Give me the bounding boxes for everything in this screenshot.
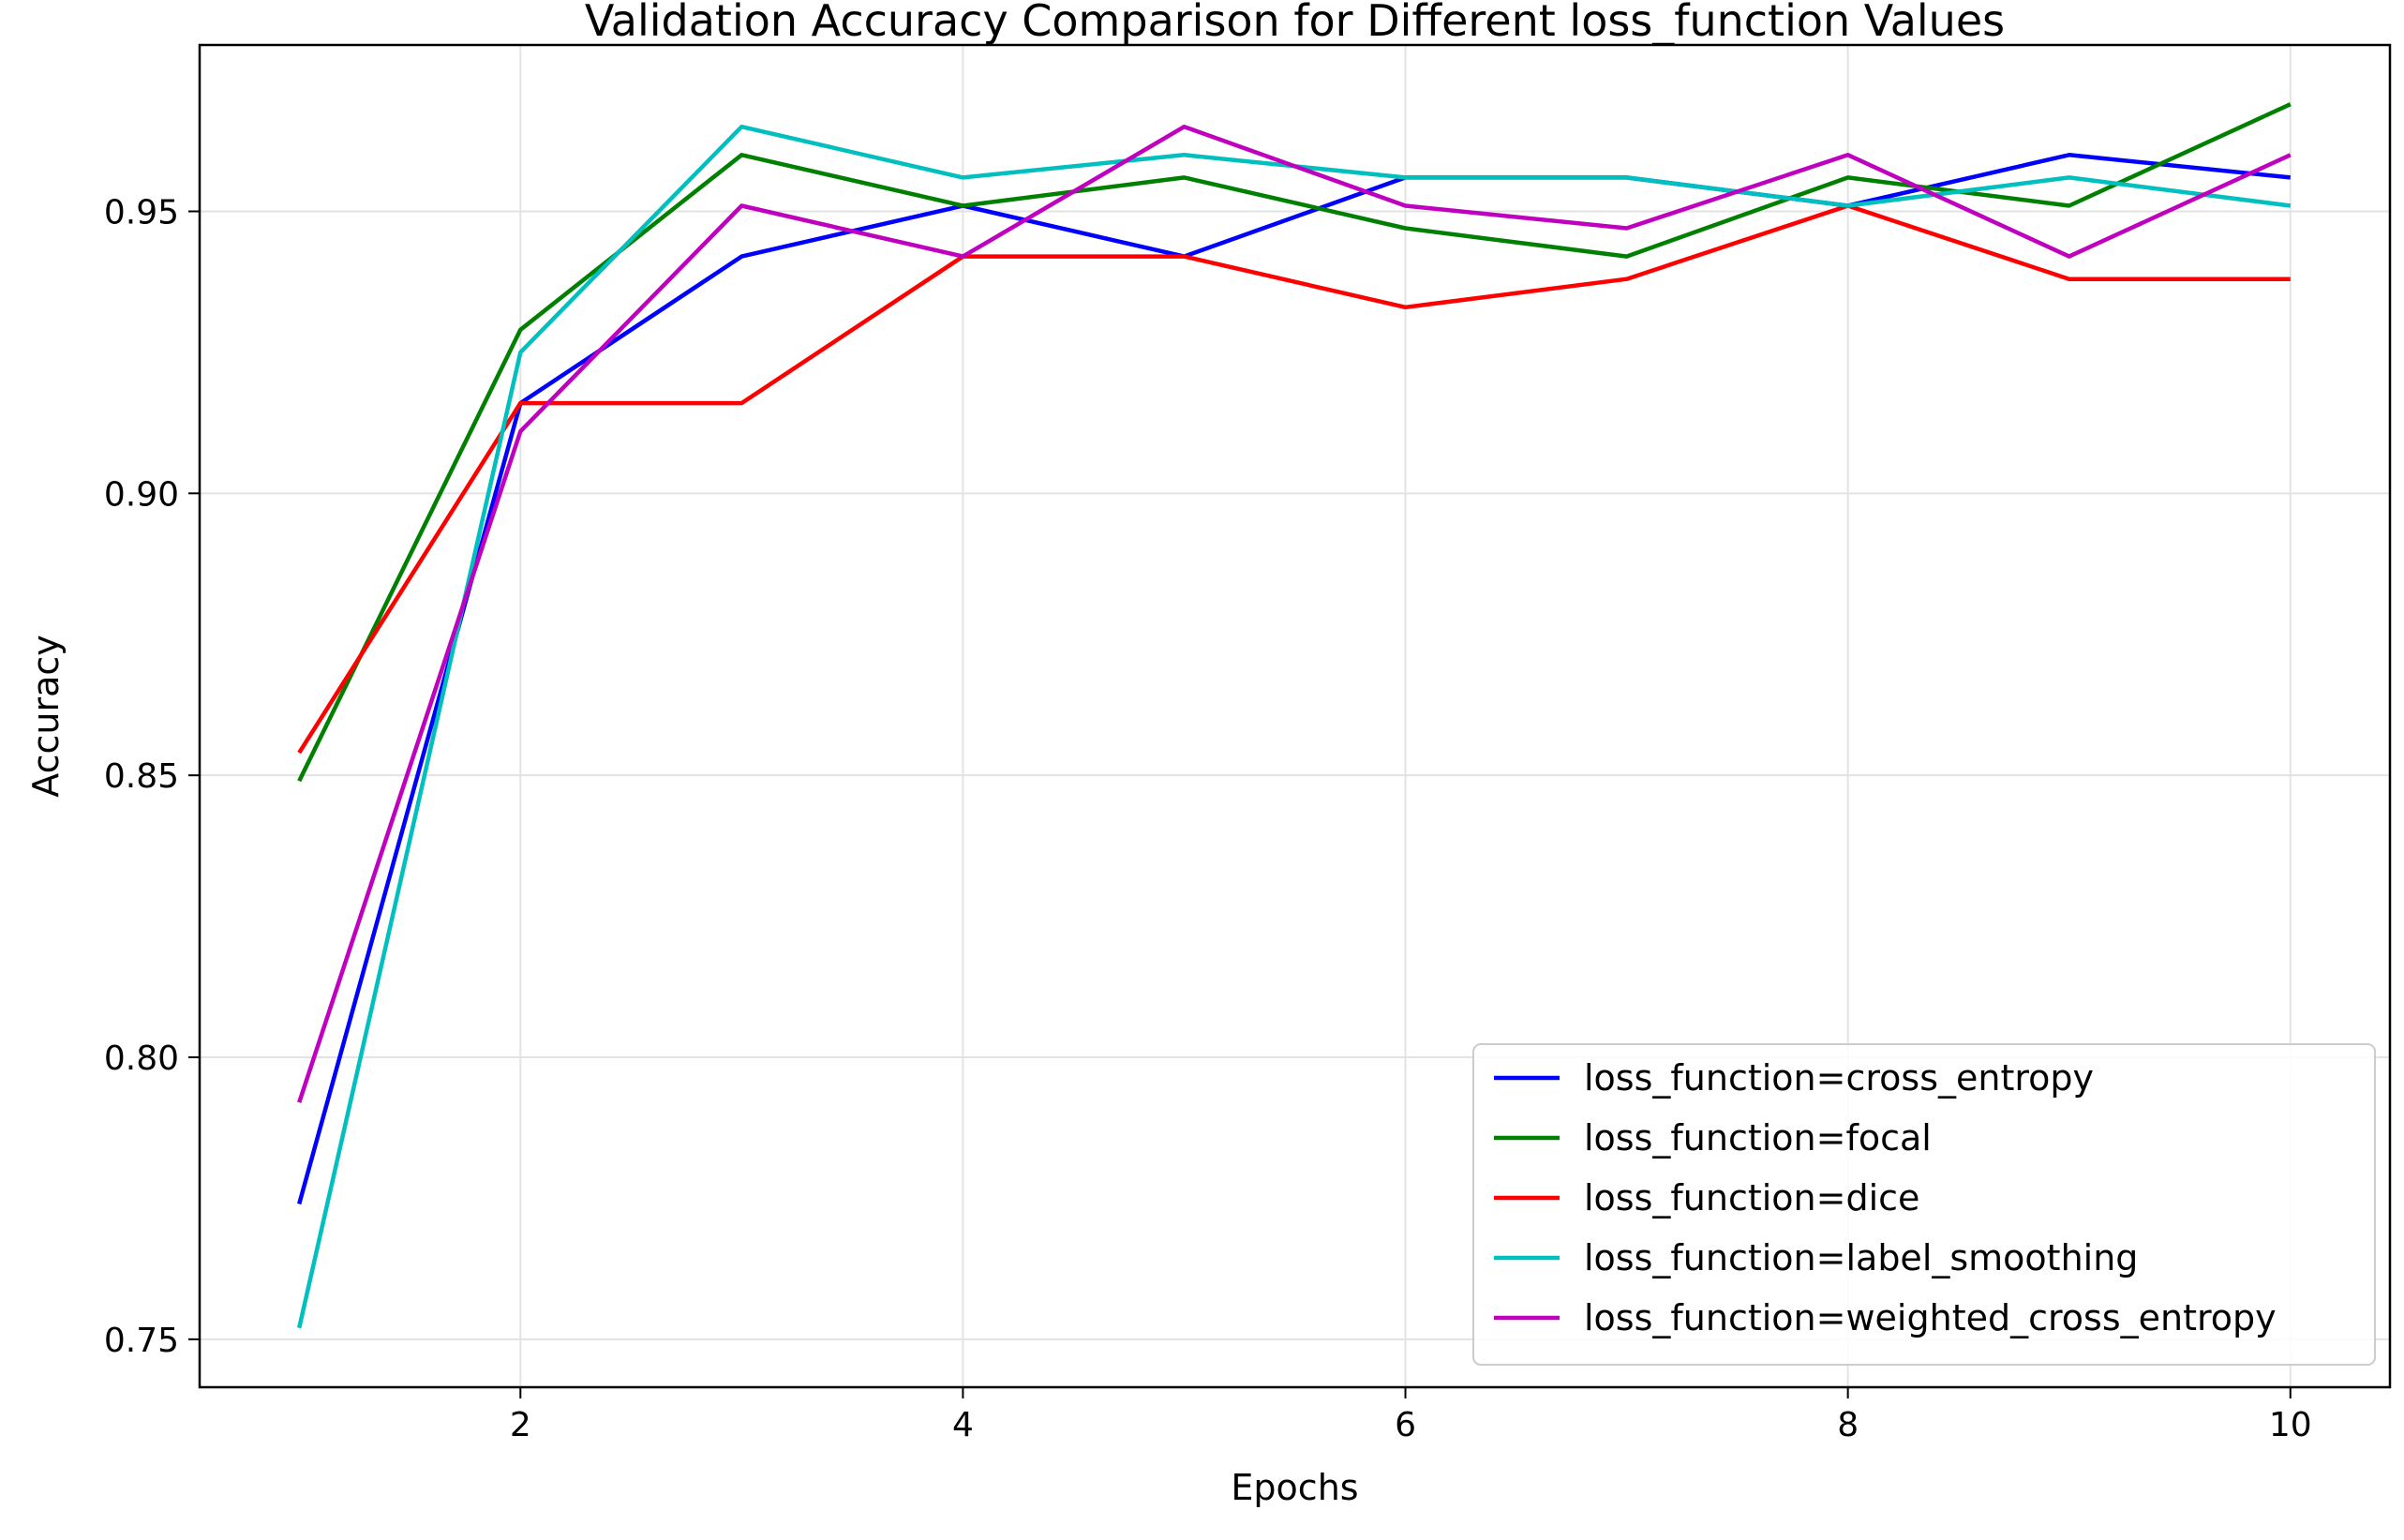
legend-label: loss_function=label_smoothing bbox=[1584, 1237, 2138, 1278]
y-tick-label: 0.80 bbox=[104, 1039, 179, 1078]
y-tick-label: 0.95 bbox=[104, 193, 179, 232]
x-tick-label: 10 bbox=[2269, 1406, 2312, 1444]
chart-title: Validation Accuracy Comparison for Diffe… bbox=[585, 0, 2005, 46]
series-line bbox=[297, 203, 2291, 755]
x-tick-label: 4 bbox=[952, 1406, 974, 1444]
plot-frame bbox=[198, 43, 2392, 1389]
legend-box bbox=[1472, 1043, 2376, 1366]
x-axis-label: Epochs bbox=[1231, 1467, 1358, 1508]
y-tick-label: 0.85 bbox=[104, 757, 179, 796]
legend-label: loss_function=focal bbox=[1584, 1117, 1932, 1159]
y-tick-label: 0.75 bbox=[104, 1322, 179, 1360]
legend: loss_function=cross_entropy loss_function… bbox=[1472, 1043, 2376, 1366]
axis-ticks: 2 4 6 8 10 0.75 0.80 0.85 0.90 0.95 bbox=[104, 193, 2312, 1444]
series-lines bbox=[297, 102, 2292, 1329]
series-line bbox=[297, 124, 2292, 1103]
y-axis-label: Accuracy bbox=[25, 635, 67, 798]
legend-label: loss_function=cross_entropy bbox=[1584, 1057, 2094, 1099]
x-tick-label: 2 bbox=[510, 1406, 531, 1444]
x-tick-label: 6 bbox=[1395, 1406, 1416, 1444]
x-tick-label: 8 bbox=[1837, 1406, 1859, 1444]
series-line bbox=[297, 153, 2292, 1205]
legend-label: loss_function=weighted_cross_entropy bbox=[1584, 1297, 2277, 1338]
legend-label: loss_function=dice bbox=[1584, 1177, 1919, 1219]
y-tick-label: 0.90 bbox=[104, 475, 179, 514]
